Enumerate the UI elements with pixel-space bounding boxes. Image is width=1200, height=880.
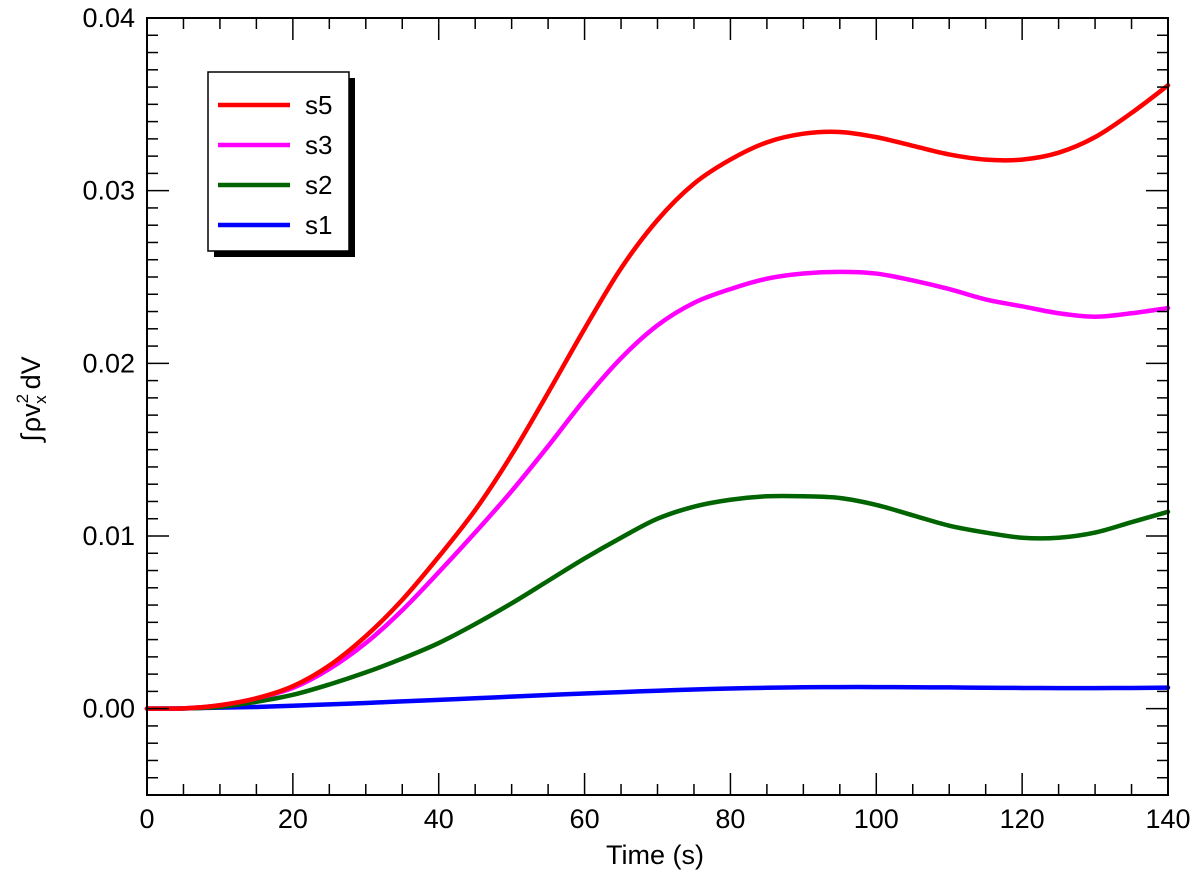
x-tick-label: 80 — [715, 804, 745, 834]
y-tick-label: 0.02 — [82, 348, 135, 378]
x-tick-label: 120 — [1000, 804, 1045, 834]
legend: s5 s3 s2 s1 — [207, 71, 355, 257]
x-axis-title: Time (s) — [606, 840, 704, 870]
series-layer — [144, 83, 1171, 711]
y-tick-label: 0.01 — [82, 521, 135, 551]
y-axis-title-suffix: dV — [16, 356, 46, 389]
y-axis-title-rho: ρ — [16, 417, 46, 432]
series-line-s5 — [144, 83, 1171, 711]
y-tick-label: 0.03 — [82, 176, 135, 206]
legend-label-s2: s2 — [305, 170, 332, 200]
y-axis-title-integral: ∫ — [16, 433, 46, 444]
y-axis-title-superscript: 2 — [13, 394, 32, 403]
legend-label-s3: s3 — [305, 130, 332, 160]
series-line-s1 — [144, 684, 1171, 711]
legend-box — [207, 71, 350, 252]
legend-label-s5: s5 — [305, 90, 332, 120]
y-axis-title: ∫ρv2x dV — [13, 356, 50, 443]
y-tick-label: 0.04 — [82, 3, 135, 33]
x-tick-label: 0 — [139, 804, 154, 834]
series-line-s3 — [144, 269, 1171, 711]
y-axis-title-v: v — [16, 403, 46, 417]
x-tick-label: 60 — [570, 804, 600, 834]
x-tick-label: 140 — [1145, 804, 1190, 834]
legend-items: s5 s3 s2 s1 — [218, 90, 332, 240]
x-tick-label: 100 — [854, 804, 899, 834]
y-tick-label: 0.00 — [82, 694, 135, 724]
legend-label-s1: s1 — [305, 210, 332, 240]
y-axis-title-subscript: x — [31, 395, 50, 404]
series-line-s2 — [144, 493, 1171, 711]
tick-labels-layer: 0 20 40 60 80 100 120 140 0.00 0.01 0.02 0.03 0.04 — [82, 3, 1190, 834]
x-tick-label: 40 — [424, 804, 454, 834]
plot-frame — [146, 17, 1169, 796]
x-tick-label: 20 — [278, 804, 308, 834]
